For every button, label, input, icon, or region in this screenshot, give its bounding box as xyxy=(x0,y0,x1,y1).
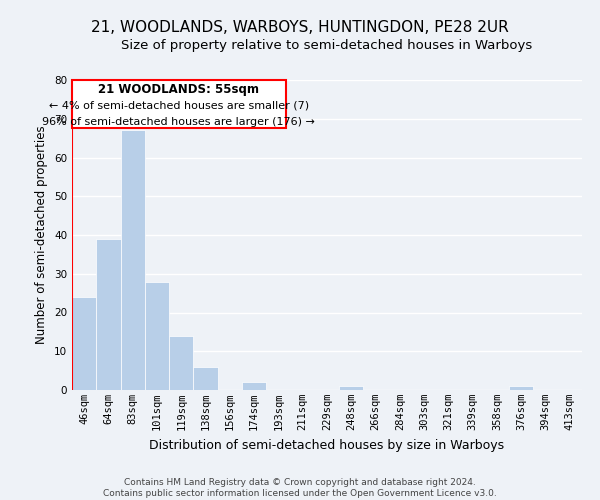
Bar xyxy=(72,297,96,390)
Title: Size of property relative to semi-detached houses in Warboys: Size of property relative to semi-detach… xyxy=(121,40,533,52)
Bar xyxy=(96,239,121,390)
X-axis label: Distribution of semi-detached houses by size in Warboys: Distribution of semi-detached houses by … xyxy=(149,438,505,452)
Text: 96% of semi-detached houses are larger (176) →: 96% of semi-detached houses are larger (… xyxy=(43,117,315,127)
Bar xyxy=(193,367,218,390)
Bar xyxy=(509,386,533,390)
Text: 21, WOODLANDS, WARBOYS, HUNTINGDON, PE28 2UR: 21, WOODLANDS, WARBOYS, HUNTINGDON, PE28… xyxy=(91,20,509,35)
Text: ← 4% of semi-detached houses are smaller (7): ← 4% of semi-detached houses are smaller… xyxy=(49,100,309,110)
Bar xyxy=(339,386,364,390)
Bar xyxy=(169,336,193,390)
FancyBboxPatch shape xyxy=(72,80,286,128)
Bar xyxy=(145,282,169,390)
Text: 21 WOODLANDS: 55sqm: 21 WOODLANDS: 55sqm xyxy=(98,83,259,96)
Bar xyxy=(242,382,266,390)
Bar xyxy=(121,130,145,390)
Y-axis label: Number of semi-detached properties: Number of semi-detached properties xyxy=(35,126,49,344)
Text: Contains HM Land Registry data © Crown copyright and database right 2024.
Contai: Contains HM Land Registry data © Crown c… xyxy=(103,478,497,498)
